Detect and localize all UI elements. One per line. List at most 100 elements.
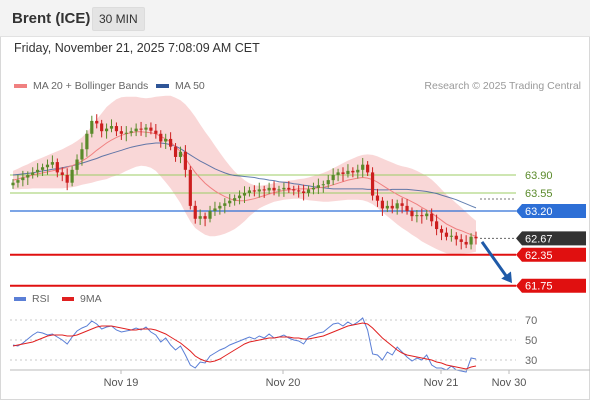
time-axis: Nov 19 Nov 20 Nov 21 Nov 30 bbox=[104, 370, 527, 389]
candle-77 bbox=[390, 199, 394, 214]
candle-12 bbox=[70, 166, 74, 187]
candle-body bbox=[124, 132, 128, 134]
candle-body bbox=[90, 120, 94, 134]
support-tag-5: 61.75 bbox=[516, 278, 586, 293]
candle-body bbox=[306, 189, 311, 193]
last-price-tag: 62.67 bbox=[516, 231, 586, 246]
candle-body bbox=[430, 213, 434, 222]
candle-87 bbox=[439, 225, 444, 241]
candle-82 bbox=[415, 209, 419, 223]
candle-body bbox=[188, 169, 192, 206]
candle-75 bbox=[380, 197, 385, 216]
candle-body bbox=[169, 138, 173, 147]
candle-35 bbox=[183, 145, 187, 178]
candle-body bbox=[272, 187, 276, 191]
candle-71 bbox=[361, 157, 365, 178]
candle-body bbox=[302, 191, 306, 193]
candle-72 bbox=[366, 161, 370, 177]
interval-button[interactable]: 30 MIN bbox=[92, 7, 145, 31]
candle-body bbox=[405, 205, 409, 212]
rsi-line bbox=[12, 317, 477, 373]
candle-61 bbox=[311, 182, 316, 195]
candle-body bbox=[341, 172, 345, 174]
candle-6 bbox=[40, 163, 45, 177]
candle-14 bbox=[80, 142, 84, 166]
candle-69 bbox=[351, 167, 355, 178]
candle-85 bbox=[430, 208, 434, 227]
candle-body bbox=[40, 167, 45, 170]
candle-48 bbox=[247, 186, 252, 197]
candle-body bbox=[109, 126, 114, 129]
candle-body bbox=[21, 177, 25, 181]
candle-46 bbox=[237, 190, 242, 205]
candle-body bbox=[252, 190, 256, 192]
candle-body bbox=[297, 190, 301, 192]
candle-20 bbox=[109, 119, 114, 133]
forecast-arrow bbox=[480, 241, 512, 284]
candle-body bbox=[55, 162, 59, 173]
rsi-swatch bbox=[14, 297, 26, 301]
resistance-label-1: 63.55 bbox=[525, 188, 553, 200]
candle-76 bbox=[385, 200, 389, 213]
candle-body bbox=[183, 151, 187, 170]
legend-ma20[interactable]: MA 20 + Bollinger Bands bbox=[14, 80, 148, 92]
support-tag-shape-4 bbox=[516, 247, 586, 262]
candle-body bbox=[193, 205, 197, 219]
candle-88 bbox=[444, 227, 449, 241]
candle-body bbox=[139, 128, 143, 130]
rsi-ma-line bbox=[12, 322, 477, 370]
legend-rsi-ma-label: 9MA bbox=[80, 293, 102, 305]
candle-body bbox=[316, 185, 320, 188]
candle-84 bbox=[425, 209, 429, 220]
timestamp: Friday, November 21, 2025 7:08:09 AM CET bbox=[14, 41, 260, 55]
candle-54 bbox=[277, 185, 281, 197]
support-label-4: 62.35 bbox=[525, 250, 553, 262]
legend-rsi-ma[interactable]: 9MA bbox=[62, 293, 102, 305]
candle-93 bbox=[469, 233, 473, 250]
candle-68 bbox=[346, 164, 350, 178]
pivot-label: 63.20 bbox=[525, 206, 553, 218]
candle-body bbox=[218, 205, 222, 209]
ma50-swatch bbox=[156, 84, 169, 88]
candle-body bbox=[144, 127, 148, 130]
candle-body bbox=[434, 221, 439, 230]
candle-30 bbox=[159, 130, 163, 148]
candle-90 bbox=[454, 232, 458, 246]
bollinger-band bbox=[13, 95, 476, 255]
candle-body bbox=[45, 164, 50, 168]
time-tick-label-3: Nov 30 bbox=[492, 377, 527, 389]
candle-64 bbox=[326, 174, 330, 188]
legend-ma50[interactable]: MA 50 bbox=[156, 80, 205, 92]
candle-body bbox=[154, 130, 158, 134]
support-label-5: 61.75 bbox=[525, 281, 553, 293]
arrow-head bbox=[501, 271, 512, 284]
candle-body bbox=[459, 239, 463, 242]
candle-body bbox=[366, 164, 370, 173]
candle-body bbox=[114, 126, 119, 132]
candle-25 bbox=[134, 123, 138, 137]
candle-body bbox=[119, 131, 123, 134]
candle-body bbox=[104, 128, 109, 132]
pivot-label-tag: 63.20 bbox=[516, 204, 586, 219]
candle-41 bbox=[213, 201, 217, 216]
time-tick-label-0: Nov 19 bbox=[104, 377, 139, 389]
candle-33 bbox=[173, 143, 178, 162]
candle-body bbox=[228, 200, 232, 204]
candle-44 bbox=[228, 194, 232, 207]
candle-91 bbox=[459, 234, 463, 250]
candle-89 bbox=[449, 229, 453, 242]
candle-27 bbox=[144, 123, 148, 138]
time-tick-label-1: Nov 20 bbox=[266, 377, 301, 389]
rsi-level-label-0: 70 bbox=[525, 315, 537, 327]
candle-45 bbox=[233, 194, 237, 206]
chart-header: Brent (ICE) 30 MIN bbox=[0, 0, 590, 37]
candle-43 bbox=[223, 198, 227, 214]
candle-body bbox=[85, 133, 89, 150]
legend-rsi[interactable]: RSI bbox=[14, 293, 50, 305]
candle-body bbox=[444, 232, 449, 237]
candle-body bbox=[36, 169, 40, 173]
candle-body bbox=[208, 211, 212, 219]
rsi-ma-swatch bbox=[62, 297, 74, 301]
candle-50 bbox=[257, 182, 261, 198]
